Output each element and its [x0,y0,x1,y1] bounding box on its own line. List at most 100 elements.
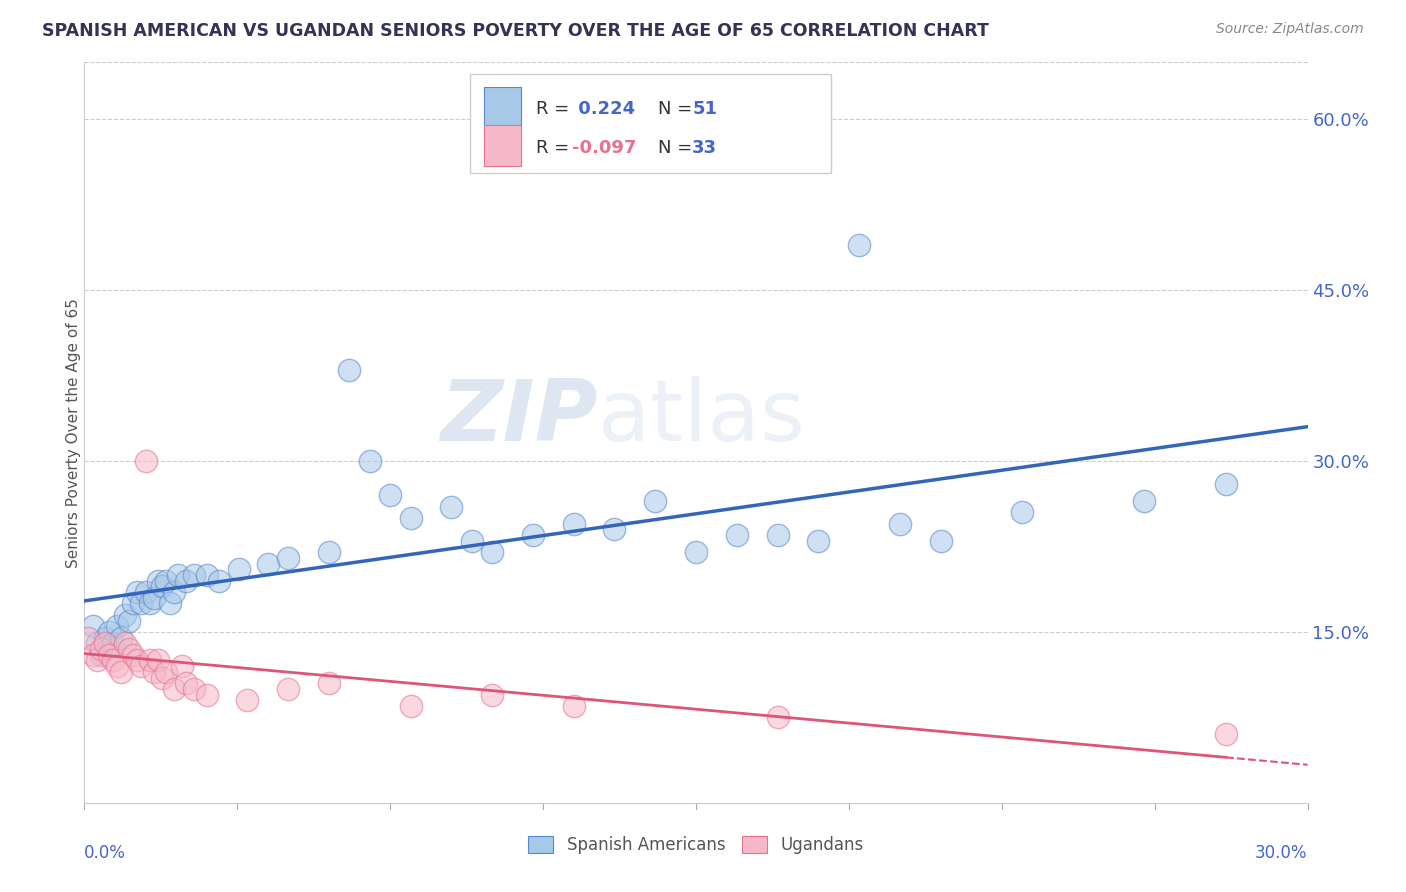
Point [195,568,218,582]
Point [97,624,120,639]
FancyBboxPatch shape [470,73,831,173]
Point [195,688,218,702]
Text: atlas: atlas [598,376,806,459]
Point [562,516,585,531]
Point [101,636,124,650]
Point [150,671,173,685]
Point [97,648,120,662]
Point [146,574,169,588]
Point [929,533,952,548]
Point [481,688,503,702]
Point [174,574,197,588]
Point [150,579,173,593]
Point [77,631,100,645]
Point [86,653,108,667]
Text: 51: 51 [692,100,717,118]
Point [135,454,157,468]
Point [399,698,422,713]
Text: 30.0%: 30.0% [1256,844,1308,862]
Point [101,653,124,667]
Point [277,681,299,696]
Point [110,665,132,679]
Point [90,648,112,662]
Point [183,568,205,582]
Point [208,574,231,588]
Point [380,488,402,502]
Point [359,454,381,468]
Point [135,585,157,599]
Point [90,642,112,657]
Point [114,636,136,650]
Point [142,591,165,605]
Point [807,533,830,548]
Point [86,636,108,650]
Point [105,619,128,633]
Point [82,648,104,662]
Point [131,597,153,611]
Point [110,631,132,645]
Point [440,500,463,514]
Point [163,681,186,696]
Point [1011,505,1033,519]
Point [155,665,177,679]
Point [889,516,911,531]
Point [725,528,748,542]
Point [155,574,177,588]
Point [766,710,789,724]
Point [93,636,115,650]
Point [603,523,626,537]
Point [461,533,484,548]
Point [522,528,544,542]
Point [118,642,141,657]
Text: 33: 33 [692,138,717,157]
Point [105,659,128,673]
Text: 0.224: 0.224 [572,100,636,118]
Point [172,659,194,673]
Point [138,597,160,611]
Text: ZIP: ZIP [440,376,598,459]
Point [131,659,153,673]
Point [122,648,145,662]
Point [146,653,169,667]
Text: R =: R = [536,138,575,157]
Point [318,545,340,559]
Point [318,676,340,690]
Point [1215,476,1237,491]
Point [644,494,666,508]
Point [118,614,141,628]
Point [339,363,361,377]
Point [163,585,186,599]
Point [167,568,190,582]
Point [114,607,136,622]
Text: N =: N = [658,100,697,118]
Point [399,511,422,525]
Point [127,585,149,599]
Point [1215,727,1237,741]
Point [848,237,870,252]
Point [685,545,707,559]
Point [82,619,104,633]
Text: R =: R = [536,100,575,118]
Point [122,597,145,611]
Point [1133,494,1156,508]
Text: 0.0%: 0.0% [84,844,127,862]
Point [127,653,149,667]
Point [138,653,160,667]
Point [93,631,115,645]
Point [142,665,165,679]
Point [257,557,280,571]
FancyBboxPatch shape [484,87,522,128]
Point [562,698,585,713]
FancyBboxPatch shape [484,126,522,166]
Legend: Spanish Americans, Ugandans: Spanish Americans, Ugandans [522,830,870,861]
Point [766,528,789,542]
Point [159,597,181,611]
Text: SPANISH AMERICAN VS UGANDAN SENIORS POVERTY OVER THE AGE OF 65 CORRELATION CHART: SPANISH AMERICAN VS UGANDAN SENIORS POVE… [42,22,988,40]
Point [277,550,299,565]
Point [481,545,503,559]
Text: -0.097: -0.097 [572,138,637,157]
Text: Source: ZipAtlas.com: Source: ZipAtlas.com [1216,22,1364,37]
Point [236,693,259,707]
Point [174,676,197,690]
Point [228,562,250,576]
